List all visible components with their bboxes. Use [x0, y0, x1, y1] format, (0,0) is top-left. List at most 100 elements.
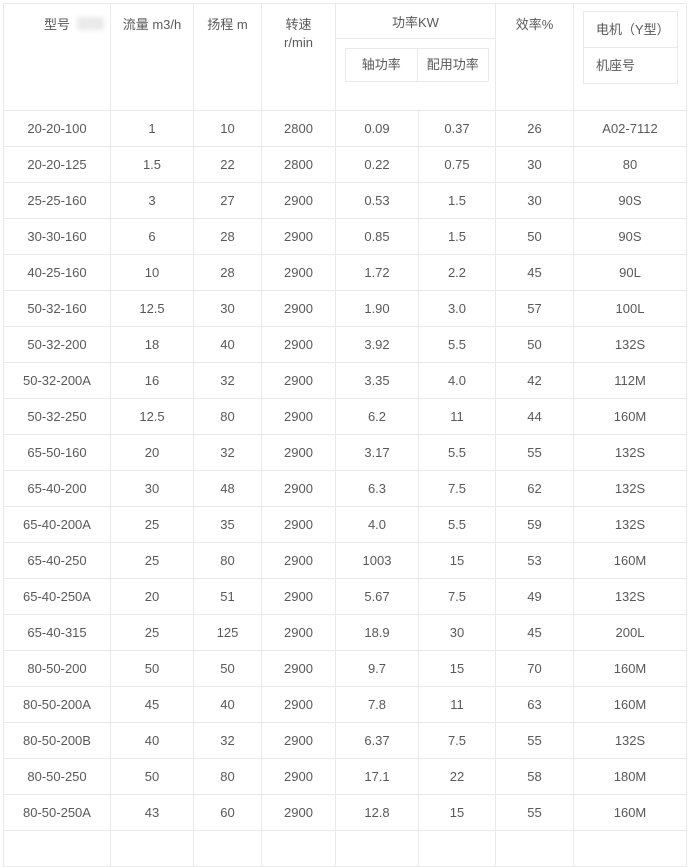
- cell-motor: 160M: [573, 650, 687, 687]
- cell-speed: 2900: [261, 254, 336, 291]
- cell-speed: 2900: [261, 542, 336, 579]
- cell-rated-power: 2.2: [418, 254, 496, 291]
- cell-flow: 12.5: [110, 290, 194, 327]
- cell-head: 40: [193, 686, 262, 723]
- cell-model: 65-50-160: [3, 434, 111, 471]
- cell-shaft-power: 3.92: [335, 326, 419, 363]
- col-header-efficiency: 效率%: [495, 3, 574, 111]
- cell-model: 65-40-315: [3, 614, 111, 651]
- cell-motor: 132S: [573, 326, 687, 363]
- cell-motor: 200L: [573, 614, 687, 651]
- cell-shaft-power: 17.1: [335, 758, 419, 795]
- cell-empty: [573, 830, 687, 867]
- cell-motor: 160M: [573, 686, 687, 723]
- speed-label-line1: 转速: [285, 17, 312, 32]
- cell-motor: 112M: [573, 362, 687, 399]
- cell-shaft-power: 9.7: [335, 650, 419, 687]
- motor-frame-label: 机座号: [584, 47, 677, 83]
- cell-model: 80-50-250A: [3, 794, 111, 831]
- table-row: 80-50-200B 40 32 2900 6.37 7.5 55 132S: [3, 722, 687, 759]
- cell-flow: 25: [110, 614, 194, 651]
- table-row: 65-40-250 25 80 2900 1003 15 53 160M: [3, 542, 687, 579]
- cell-shaft-power: 6.3: [335, 470, 419, 507]
- cell-shaft-power: 3.35: [335, 362, 419, 399]
- cell-rated-power: 11: [418, 686, 496, 723]
- cell-shaft-power: 12.8: [335, 794, 419, 831]
- cell-rated-power: 5.5: [418, 506, 496, 543]
- cell-rated-power: 5.5: [418, 326, 496, 363]
- col-header-head: 扬程 m: [193, 3, 262, 111]
- cell-empty: [110, 830, 194, 867]
- cell-motor: A02-7112: [573, 110, 687, 147]
- cell-flow: 25: [110, 506, 194, 543]
- cell-shaft-power: 1.90: [335, 290, 419, 327]
- table-row: 65-40-200 30 48 2900 6.3 7.5 62 132S: [3, 470, 687, 507]
- cell-model: 65-40-200: [3, 470, 111, 507]
- cell-flow: 6: [110, 218, 194, 255]
- cell-head: 32: [193, 362, 262, 399]
- cell-efficiency: 55: [495, 434, 574, 471]
- cell-model: 20-20-100: [3, 110, 111, 147]
- cell-shaft-power: 7.8: [335, 686, 419, 723]
- col-header-shaft-power: 轴功率: [346, 49, 418, 81]
- cell-motor: 90S: [573, 182, 687, 219]
- cell-rated-power: 3.0: [418, 290, 496, 327]
- cell-rated-power: 0.75: [418, 146, 496, 183]
- cell-head: 35: [193, 506, 262, 543]
- cell-shaft-power: 4.0: [335, 506, 419, 543]
- table-row: 30-30-160 6 28 2900 0.85 1.5 50 90S: [3, 218, 687, 255]
- cell-head: 27: [193, 182, 262, 219]
- cell-speed: 2900: [261, 614, 336, 651]
- cell-shaft-power: 6.37: [335, 722, 419, 759]
- cell-efficiency: 50: [495, 326, 574, 363]
- cell-flow: 50: [110, 650, 194, 687]
- cell-shaft-power: 3.17: [335, 434, 419, 471]
- cell-efficiency: 59: [495, 506, 574, 543]
- cell-rated-power: 15: [418, 794, 496, 831]
- col-header-flow: 流量 m3/h: [110, 3, 194, 111]
- col-header-rated-power: 配用功率: [426, 57, 479, 72]
- cell-rated-power: 4.0: [418, 362, 496, 399]
- cell-motor: 132S: [573, 506, 687, 543]
- cell-rated-power: 1.5: [418, 182, 496, 219]
- cell-flow: 25: [110, 542, 194, 579]
- cell-rated-power: 22: [418, 758, 496, 795]
- cell-model: 50-32-200A: [3, 362, 111, 399]
- cell-flow: 1.5: [110, 146, 194, 183]
- motor-type-label: 电机（Y型）: [596, 22, 670, 37]
- cell-speed: 2900: [261, 758, 336, 795]
- table-row: 50-32-160 12.5 30 2900 1.90 3.0 57 100L: [3, 290, 687, 327]
- cell-speed: 2900: [261, 578, 336, 615]
- cell-rated-power: 15: [418, 542, 496, 579]
- cell-flow: 1: [110, 110, 194, 147]
- cell-motor: 90S: [573, 218, 687, 255]
- col-header-speed: 转速 r/min: [261, 3, 336, 111]
- cell-speed: 2900: [261, 434, 336, 471]
- cell-rated-power: 11: [418, 398, 496, 435]
- cell-flow: 50: [110, 758, 194, 795]
- power-group-label: 功率KW: [336, 5, 495, 39]
- cell-shaft-power: 0.22: [335, 146, 419, 183]
- speed-label-line2: r/min: [284, 35, 313, 50]
- table-row: 80-50-250 50 80 2900 17.1 22 58 180M: [3, 758, 687, 795]
- table-row: 80-50-250A 43 60 2900 12.8 15 55 160M: [3, 794, 687, 831]
- cell-speed: 2900: [261, 290, 336, 327]
- cell-motor: 160M: [573, 398, 687, 435]
- cell-rated-power: 5.5: [418, 434, 496, 471]
- cell-shaft-power: 1.72: [335, 254, 419, 291]
- cell-head: 60: [193, 794, 262, 831]
- cell-efficiency: 42: [495, 362, 574, 399]
- table-row: 65-40-315 25 125 2900 18.9 30 45 200L: [3, 614, 687, 651]
- cell-efficiency: 55: [495, 722, 574, 759]
- cell-rated-power: 15: [418, 650, 496, 687]
- cell-head: 80: [193, 398, 262, 435]
- table-row: 50-32-250 12.5 80 2900 6.2 11 44 160M: [3, 398, 687, 435]
- col-header-power-group: 功率KW 轴功率 配用功率: [335, 3, 496, 111]
- cell-speed: 2900: [261, 326, 336, 363]
- cell-head: 10: [193, 110, 262, 147]
- cell-shaft-power: 5.67: [335, 578, 419, 615]
- cell-flow: 3: [110, 182, 194, 219]
- table-body: 20-20-100 1 10 2800 0.09 0.37 26 A02-7112 20-20-…: [3, 110, 687, 867]
- cell-model: 50-32-200: [3, 326, 111, 363]
- cell-speed: 2900: [261, 398, 336, 435]
